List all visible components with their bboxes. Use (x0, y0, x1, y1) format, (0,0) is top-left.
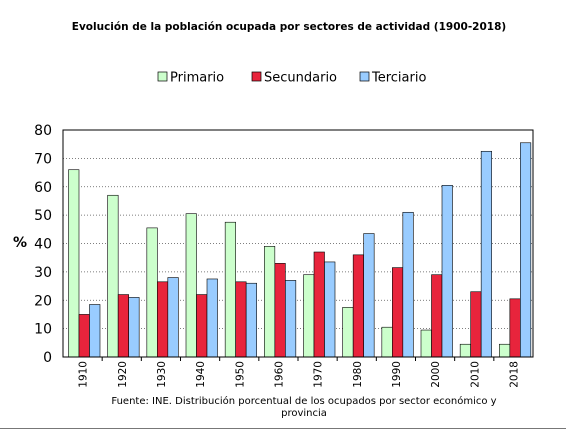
bar-secundario-1910 (78, 314, 90, 358)
bar-terciario-2000 (441, 185, 453, 358)
bar-secundario-1920 (117, 294, 129, 358)
axes: 0 10 20 30 40 50 60 70 80 1910 1920 1930 1940 1950 196… (34, 123, 534, 388)
x-tick-label: 1930 (156, 361, 168, 388)
bar-secundario-1990 (392, 267, 404, 358)
y-axis-label: % (13, 235, 27, 251)
x-tick-label: 1910 (78, 361, 90, 388)
y-tick-label: 30 (34, 265, 52, 281)
source-note: Fuente: INE. Distribución porcentual de … (111, 395, 496, 407)
bar-terciario-1950 (245, 282, 257, 358)
bar-secundario-2000 (431, 274, 443, 358)
legend-item-terciario: Terciario (359, 71, 426, 86)
y-tick-label: 60 (34, 180, 52, 196)
bar-secundario-1940 (196, 294, 208, 358)
bar-primario-2010 (459, 343, 471, 358)
bar-terciario-1980 (363, 233, 375, 358)
bar-secundario-2018 (509, 298, 521, 358)
x-tick-label: 1960 (273, 361, 285, 388)
bar-primario-1950 (224, 221, 236, 358)
legend-swatch (251, 71, 262, 82)
x-tick-label: 2010 (469, 361, 481, 388)
x-tick-label: 2018 (508, 361, 520, 388)
bar-secundario-1980 (352, 254, 364, 358)
y-tick-label: 70 (34, 151, 52, 167)
bar-primario-2000 (420, 329, 432, 358)
bar-primario-2018 (499, 343, 511, 358)
bar-primario-1940 (185, 213, 197, 358)
legend-swatch (157, 71, 168, 82)
bar-primario-1990 (381, 326, 393, 358)
bar-secundario-1930 (157, 281, 169, 358)
bar-primario-1960 (264, 246, 276, 358)
bar-terciario-1920 (128, 297, 140, 358)
legend-label: Terciario (371, 71, 426, 86)
y-tick-label: 20 (34, 293, 52, 309)
bar-terciario-1930 (167, 277, 179, 358)
bottom-rule (0, 428, 566, 429)
bar-terciario-1960 (285, 280, 297, 358)
bar-terciario-1990 (402, 211, 414, 358)
bar-secundario-1960 (274, 263, 286, 358)
bar-terciario-1970 (324, 261, 336, 358)
x-tick-label: 1950 (234, 361, 246, 388)
bar-primario-1930 (146, 227, 158, 358)
bar-secundario-1970 (313, 251, 325, 358)
y-tick-label: 10 (34, 322, 52, 338)
legend-item-primario: Primario (157, 71, 224, 86)
x-tick-label: 1920 (117, 361, 129, 388)
x-tick-label: 2000 (430, 361, 442, 388)
legend-label: Secundario (264, 71, 337, 86)
bar-primario-1970 (303, 274, 315, 358)
chart-title: Evolución de la población ocupada por se… (72, 21, 506, 33)
bar-primario-1910 (68, 169, 80, 358)
x-tick-label: 1980 (352, 361, 364, 388)
y-tick-label: 80 (34, 123, 52, 139)
bar-terciario-2010 (480, 150, 492, 358)
legend-item-secundario: Secundario (251, 71, 337, 86)
y-tick-label: 0 (43, 350, 52, 366)
bar-terciario-1940 (206, 278, 218, 358)
y-tick-label: 50 (34, 208, 52, 224)
y-tick-label: 40 (34, 237, 52, 253)
bar-secundario-1950 (235, 281, 247, 358)
legend-swatch (359, 71, 370, 82)
bar-primario-1920 (107, 194, 119, 358)
legend-label: Primario (170, 71, 224, 86)
x-tick-label: 1990 (391, 361, 403, 388)
x-tick-label: 1940 (195, 361, 207, 388)
source-note-continued: provincia (281, 408, 327, 419)
x-tick-label: 1970 (313, 361, 325, 388)
bar-primario-1980 (342, 307, 354, 358)
bar-secundario-2010 (470, 291, 482, 358)
legend: Primario Secundario Terciario (157, 71, 426, 86)
bar-terciario-1910 (89, 304, 101, 358)
gridlines (63, 129, 533, 357)
bars (68, 142, 532, 358)
bar-terciario-2018 (520, 142, 532, 358)
